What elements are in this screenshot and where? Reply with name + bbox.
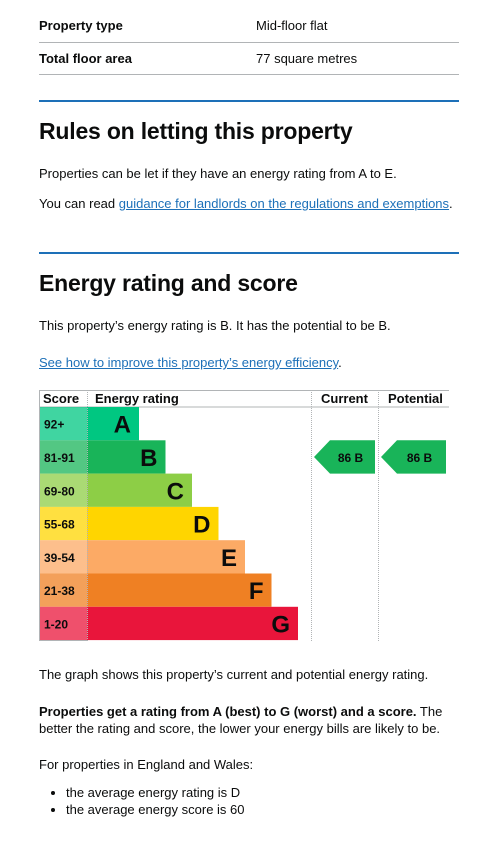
improve-link[interactable]: See how to improve this property’s energ… xyxy=(39,355,339,370)
score-range-label: 81-91 xyxy=(44,451,75,465)
section-divider xyxy=(39,252,459,254)
score-range-label: 92+ xyxy=(44,418,64,432)
rating-bar-f xyxy=(87,573,272,607)
letting-para: Properties can be let if they have an en… xyxy=(39,166,397,181)
rating-explainer-bold: Properties get a rating from A (best) to… xyxy=(39,704,417,719)
potential-rating-label: 86 B xyxy=(407,451,433,465)
rating-bar-e xyxy=(87,540,245,574)
rating-bar-g xyxy=(87,606,298,641)
property-summary: Property type Mid-floor flat Total floor… xyxy=(39,0,459,75)
section-divider xyxy=(39,100,459,102)
average-list: the average energy rating is D the avera… xyxy=(39,784,466,818)
potential-rating-arrow xyxy=(381,440,446,474)
score-cell-g xyxy=(39,606,87,641)
summary-value: Mid-floor flat xyxy=(256,17,328,33)
band-letter: G xyxy=(271,611,290,638)
rating-bar-b xyxy=(87,440,166,474)
score-range-label: 69-80 xyxy=(44,484,75,498)
band-letter: F xyxy=(249,578,264,605)
letting-guidance-para: You can read guidance for landlords on t… xyxy=(39,195,459,212)
summary-key: Property type xyxy=(39,17,123,33)
improve-suffix: . xyxy=(338,355,342,370)
list-item: the average energy score is 60 xyxy=(66,801,466,818)
rating-bar-a xyxy=(87,407,139,441)
header-current: Current xyxy=(321,391,369,406)
band-letter: D xyxy=(193,512,210,539)
score-cell-d xyxy=(39,506,87,541)
score-range-label: 1-20 xyxy=(44,617,68,631)
current-rating-label: 86 B xyxy=(338,451,364,465)
guidance-prefix: You can read xyxy=(39,196,119,211)
energy-rating-graph: Score Energy rating Current Potential 92+ A 81… xyxy=(39,390,450,641)
score-cell-f xyxy=(39,573,87,607)
score-range-label: 39-54 xyxy=(44,551,75,565)
rating-explainer: Properties get a rating from A (best) to… xyxy=(39,703,459,737)
guidance-link[interactable]: guidance for landlords on the regulation… xyxy=(118,196,450,211)
list-item: the average energy rating is D xyxy=(66,784,466,801)
summary-row-floor-area: Total floor area 77 square metres xyxy=(39,43,459,75)
score-range-label: 21-38 xyxy=(44,584,75,598)
guidance-suffix: . xyxy=(449,196,453,211)
summary-row-property-type: Property type Mid-floor flat xyxy=(39,0,459,43)
rating-bar-d xyxy=(87,506,219,541)
rating-explainer-rest: The better the rating and score, the low… xyxy=(39,704,443,736)
score-cell-c xyxy=(39,473,87,507)
score-cell-a xyxy=(39,407,87,441)
summary-key: Total floor area xyxy=(39,51,132,66)
energy-title: Energy rating and score xyxy=(39,270,298,296)
score-cell-b xyxy=(39,440,87,474)
graph-caption: The graph shows this property’s current … xyxy=(39,667,429,682)
letting-title: Rules on letting this property xyxy=(39,118,353,144)
header-energy-rating: Energy rating xyxy=(95,391,179,406)
band-letter: B xyxy=(140,445,157,472)
improve-para: See how to improve this property’s energ… xyxy=(39,354,459,371)
average-intro: For properties in England and Wales: xyxy=(39,757,254,772)
band-letter: A xyxy=(114,412,131,439)
band-letter: C xyxy=(167,478,184,505)
header-potential: Potential xyxy=(388,391,443,406)
score-cell-e xyxy=(39,540,87,574)
current-rating-arrow xyxy=(314,440,375,474)
band-letter: E xyxy=(221,545,237,572)
summary-value: 77 square metres xyxy=(256,51,358,66)
rating-bar-c xyxy=(87,473,192,507)
energy-rating-para: This property’s energy rating is B. It h… xyxy=(39,318,391,333)
header-score: Score xyxy=(43,391,79,406)
score-range-label: 55-68 xyxy=(44,518,75,532)
energy-rating-chart: Score Energy rating Current Potential 92+ A 81… xyxy=(39,390,450,641)
